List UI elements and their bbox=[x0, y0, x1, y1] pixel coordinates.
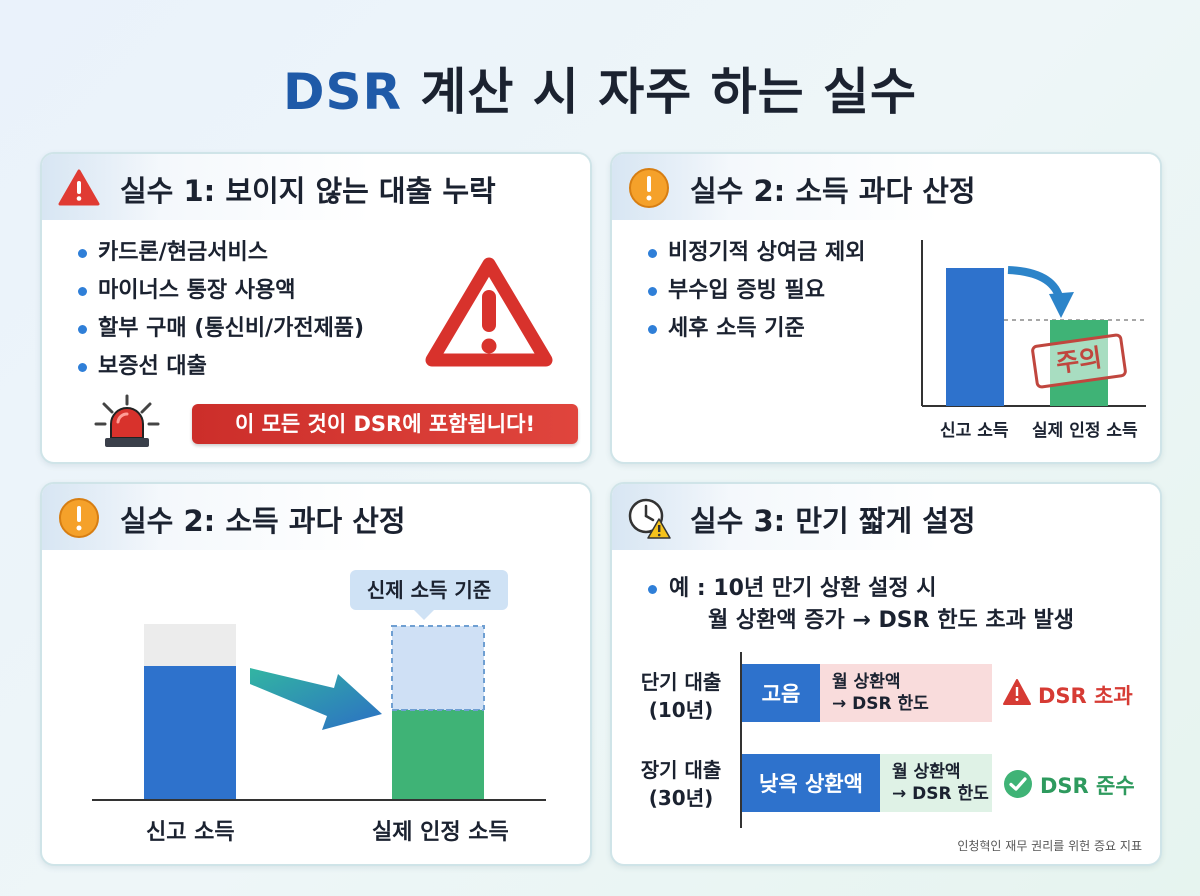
list-item: 카드론/현금서비스 bbox=[72, 234, 364, 272]
warning-banner: 이 모든 것이 DSR에 포함됩니다! bbox=[192, 404, 578, 444]
check-circle-icon bbox=[1004, 770, 1032, 798]
clock-warning-icon bbox=[628, 498, 671, 539]
chart-label-recognized: 실제 인정 소득 bbox=[1032, 421, 1138, 441]
row-label-line: (10년) bbox=[648, 698, 714, 722]
payment-limit-segment: 월 상환액 → DSR 한도 bbox=[880, 754, 992, 812]
list-item: 비정기적 상여금 제외 bbox=[642, 234, 865, 272]
example-text-1: 예 : 10년 만기 상환 설정 시 bbox=[669, 576, 937, 601]
sub-line: 월 상환액 bbox=[892, 762, 961, 782]
exclamation-circle-icon bbox=[629, 168, 669, 208]
card-mistake-1: 실수 1: 보이지 않는 대출 누락 카드론/현금서비스 마이너스 통장 사용액… bbox=[40, 152, 592, 464]
reported-income-bar bbox=[946, 268, 1004, 406]
example-line-1: 예 : 10년 만기 상환 설정 시 bbox=[648, 570, 937, 602]
payment-limit-segment: 월 상환액 → DSR 한도 bbox=[820, 664, 992, 722]
row-label-line: (30년) bbox=[648, 786, 714, 810]
row-label-short-term: 단기 대출 (10년) bbox=[636, 668, 726, 724]
excluded-income-bar bbox=[144, 624, 236, 668]
card-header: 실수 1: 보이지 않는 대출 누락 bbox=[42, 154, 590, 220]
high-payment-segment: 고음 bbox=[742, 664, 820, 722]
row-label-line: 단기 대출 bbox=[640, 670, 722, 694]
exclamation-circle-icon bbox=[59, 498, 99, 538]
sub-line: → DSR 한도 bbox=[892, 784, 989, 804]
card-header: 실수 2: 소득 과다 산정 bbox=[42, 484, 590, 550]
warning-triangle-icon bbox=[58, 169, 100, 206]
card-title: 실수 3: 만기 짧게 설정 bbox=[690, 504, 976, 538]
transition-arrow bbox=[250, 668, 382, 730]
page-title: DSR 계산 시 자주 하는 실수 bbox=[0, 52, 1200, 124]
card-header: 실수 2: 소득 과다 산정 bbox=[612, 154, 1160, 220]
card-mistake-3: 실수 3: 만기 짧게 설정 예 : 10년 만기 상환 설정 시 월 상환액 … bbox=[610, 482, 1162, 866]
card-title: 실수 2: 소득 과다 산정 bbox=[120, 504, 406, 538]
callout-bubble: 신제 소득 기준 bbox=[350, 570, 508, 620]
chart-label-reported: 신고 소득 bbox=[940, 421, 1009, 441]
page-title-rest: 계산 시 자주 하는 실수 bbox=[401, 63, 918, 121]
card-mistake-2: 실수 2: 소득 과다 산정 비정기적 상여금 제외 부수입 증빙 필요 세후 … bbox=[610, 152, 1162, 464]
low-payment-segment: 낮윽 상환액 bbox=[742, 754, 880, 812]
list-item: 마이너스 통장 사용액 bbox=[72, 272, 364, 310]
timeline-axis bbox=[740, 652, 742, 828]
page-title-accent: DSR bbox=[282, 63, 402, 121]
chart-label-reported: 신고 소득 bbox=[146, 820, 235, 845]
card-mistake-2-detail: 실수 2: 소득 과다 산정 신제 소득 기준 신고 소득 실제 인정 소득 bbox=[40, 482, 592, 866]
row-label-line: 장기 대출 bbox=[640, 758, 722, 782]
arrow-head bbox=[1049, 292, 1074, 318]
hidden-loans-list: 카드론/현금서비스 마이너스 통장 사용액 할부 구매 (통신비/가전제품) 보… bbox=[72, 234, 364, 386]
status-dsr-compliant: DSR 준수 bbox=[1040, 774, 1135, 798]
reported-income-bar bbox=[144, 666, 236, 800]
sub-line: → DSR 한도 bbox=[832, 694, 929, 714]
card-title: 실수 2: 소득 과다 산정 bbox=[690, 174, 976, 208]
income-chart bbox=[921, 240, 1146, 407]
income-rules-list: 비정기적 상여금 제외 부수입 증빙 필요 세후 소득 기준 bbox=[642, 234, 865, 348]
recognized-income-bar bbox=[392, 710, 484, 800]
unrecognized-income-bar bbox=[391, 625, 485, 711]
status-dsr-exceeded: DSR 초과 bbox=[1038, 684, 1133, 708]
sub-line: 월 상환액 bbox=[832, 672, 901, 692]
footnote: 인청혁인 재무 권리를 위헌 증요 지표 bbox=[957, 839, 1142, 853]
warning-triangle-icon bbox=[1003, 679, 1031, 705]
list-item: 할부 구매 (통신비/가전제품) bbox=[72, 310, 364, 348]
row-label-long-term: 장기 대출 (30년) bbox=[636, 756, 726, 812]
icon-badge bbox=[42, 154, 160, 220]
list-item: 보증선 대출 bbox=[72, 348, 364, 386]
large-warning-icon bbox=[425, 257, 553, 367]
card-header: 실수 3: 만기 짧게 설정 bbox=[612, 484, 1160, 550]
example-line-2: 월 상환액 증가 → DSR 한도 초과 발생 bbox=[708, 608, 1074, 633]
income-comparison-chart bbox=[92, 624, 546, 801]
card-title: 실수 1: 보이지 않는 대출 누락 bbox=[120, 174, 496, 208]
list-item: 부수입 증빙 필요 bbox=[642, 272, 865, 310]
siren-icon bbox=[94, 394, 160, 447]
chart-label-recognized: 실제 인정 소득 bbox=[372, 820, 509, 845]
list-item: 세후 소득 기준 bbox=[642, 310, 865, 348]
